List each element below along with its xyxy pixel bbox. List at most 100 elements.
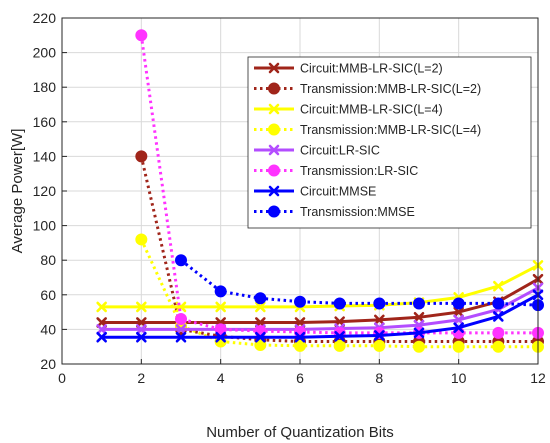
legend-item-circuit-mmb-lr-sic-l-4-marker (268, 103, 280, 115)
x-tick-label: 12 (530, 370, 546, 386)
legend-item-transmission-lr-sic: Transmission:LR-SIC (254, 164, 418, 178)
x-tick-labels: 0 2 4 6 8 10 12 (58, 370, 546, 386)
y-tick-label: 60 (40, 287, 56, 303)
legend-item-circuit-lr-sic: Circuit:LR-SIC (254, 144, 380, 158)
y-tick-label: 180 (33, 79, 57, 95)
legend-item-circuit-mmb-lr-sic-l-4-label: Circuit:MMB-LR-SIC(L=4) (300, 103, 443, 117)
series-transmission-mmb-lr-sic-l-4-point-marker (492, 340, 505, 353)
x-tick-label: 8 (375, 370, 383, 386)
series-transmission-mmb-lr-sic-l-4-point-marker (413, 340, 425, 353)
x-axis-label: Number of Quantization Bits (206, 424, 394, 441)
series-transmission-mmb-lr-sic-l-4-point-marker (373, 339, 386, 352)
legend-item-transmission-mmb-lr-sic-l-2-marker (268, 82, 280, 95)
series-transmission-mmb-lr-sic-l-4-point-marker (452, 340, 465, 353)
series-transmission-mmb-lr-sic-l-4-point-marker (254, 338, 267, 351)
series-circuit-mmb-lr-sic-l-4-line (101, 264, 539, 309)
y-tick-label: 40 (40, 321, 56, 337)
legend-item-transmission-mmse-marker (268, 205, 280, 218)
x-tick-label: 10 (451, 370, 467, 386)
series-circuit-lr-sic-point-marker (453, 314, 464, 326)
legend-item-transmission-mmb-lr-sic-l-2: Transmission:MMB-LR-SIC(L=2) (254, 82, 481, 96)
legend-item-transmission-mmb-lr-sic-l-4-label: Transmission:MMB-LR-SIC(L=4) (300, 123, 481, 137)
series-transmission-lr-sic-point-marker (175, 313, 187, 326)
legend-item-transmission-mmse-label: Transmission:MMSE (300, 205, 415, 219)
series-circuit-mmb-lr-sic-l-2-point-marker (413, 311, 425, 323)
y-tick-label: 140 (33, 148, 57, 164)
series-transmission-lr-sic-point-marker (214, 323, 227, 336)
series-transmission-lr-sic-point-marker (492, 326, 505, 339)
series-circuit-mmse (96, 289, 544, 343)
series-transmission-mmse-point-marker (254, 292, 267, 305)
series-transmission-mmb-lr-sic-l-4-point-marker (294, 339, 306, 352)
legend-item-transmission-lr-sic-label: Transmission:LR-SIC (300, 164, 418, 178)
series-transmission-mmse-point-marker (333, 297, 346, 310)
y-tick-labels: 20 40 60 80 100 120 140 160 180 200 220 (33, 10, 57, 372)
series-circuit-mmb-lr-sic-l-4-point-marker (136, 301, 147, 313)
series-circuit-mmse-point-marker (493, 311, 504, 322)
series-transmission-lr-sic-point-marker (135, 29, 148, 42)
y-tick-label: 220 (33, 10, 57, 26)
series-circuit-mmb-lr-sic-l-4-point-marker (96, 301, 107, 313)
series-transmission-mmse-point-marker (214, 285, 227, 298)
legend: Circuit:MMB-LR-SIC(L=2) Transmission:MMB-… (247, 56, 532, 229)
series-circuit-mmb-lr-sic-l-2-point-marker (374, 314, 385, 326)
y-tick-label: 200 (33, 45, 57, 61)
series-transmission-mmse-point-marker (492, 297, 505, 310)
legend-item-circuit-lr-sic-label: Circuit:LR-SIC (300, 144, 380, 158)
legend-item-circuit-mmse-label: Circuit:MMSE (300, 185, 376, 199)
series-transmission-mmb-lr-sic-l-2-point-marker (135, 150, 148, 163)
series-circuit-mmb-lr-sic-l-4-point-marker (493, 280, 504, 292)
x-tick-label: 6 (296, 370, 304, 386)
series-circuit-mmb-lr-sic-l-4-point-marker (255, 301, 266, 313)
legend-item-circuit-mmb-lr-sic-l-2-label: Circuit:MMB-LR-SIC(L=2) (300, 62, 443, 76)
legend-item-transmission-mmse: Transmission:MMSE (254, 205, 415, 219)
y-tick-label: 160 (33, 114, 57, 130)
series-circuit-mmse-point-marker (374, 330, 385, 341)
plot-frame (61, 17, 539, 365)
series-transmission-mmb-lr-sic-l-4-point-marker (333, 339, 346, 352)
series-transmission-mmse-point-marker (294, 295, 306, 308)
series-circuit-mmse-point-marker (334, 331, 345, 342)
series-circuit-mmse-point-marker (215, 331, 226, 343)
series-circuit-lr-sic-line (101, 286, 539, 331)
series-transmission-mmse-point-marker (413, 297, 425, 310)
legend-item-transmission-mmb-lr-sic-l-4-marker (268, 123, 280, 136)
legend-item-circuit-mmse: Circuit:MMSE (254, 185, 376, 199)
series-circuit-mmse-point-marker (136, 331, 147, 343)
series-circuit-lr-sic-point-marker (175, 324, 187, 335)
legend-item-circuit-lr-sic-marker (268, 144, 280, 156)
x-tick-label: 0 (58, 370, 66, 386)
legend-item-transmission-mmb-lr-sic-l-2-label: Transmission:MMB-LR-SIC(L=2) (300, 82, 481, 96)
series-circuit-mmse-point-marker (453, 322, 464, 333)
y-tick-label: 20 (40, 356, 56, 372)
legend-item-circuit-mmb-lr-sic-l-4: Circuit:MMB-LR-SIC(L=4) (254, 103, 443, 117)
series-circuit-lr-sic-point-marker (136, 324, 147, 335)
series-circuit-mmse-point-marker (294, 331, 306, 343)
y-tick-label: 80 (40, 252, 56, 268)
series-circuit-lr-sic-point-marker (96, 324, 107, 335)
legend-item-circuit-mmb-lr-sic-l-2-marker (268, 62, 280, 74)
series-transmission-mmse-point-marker (175, 254, 187, 267)
x-tick-label: 4 (217, 370, 225, 386)
series-circuit-mmse-point-marker (255, 331, 266, 343)
legend-item-transmission-mmb-lr-sic-l-4: Transmission:MMB-LR-SIC(L=4) (254, 123, 481, 137)
series-transmission-mmse-point-marker (373, 297, 386, 310)
x-tick-label: 2 (137, 370, 145, 386)
data-series (96, 29, 544, 353)
series-circuit-mmb-lr-sic-l-2-line (101, 277, 539, 324)
series-circuit-mmse-point-marker (175, 331, 187, 343)
series-transmission-mmb-lr-sic-l-4-point-marker (135, 233, 148, 246)
series-circuit-mmb-lr-sic-l-2-point-marker (453, 306, 464, 318)
series-transmission-mmse-point-marker (452, 297, 465, 310)
legend-item-circuit-mmb-lr-sic-l-2: Circuit:MMB-LR-SIC(L=2) (254, 62, 443, 76)
legend-item-transmission-lr-sic-marker (268, 164, 280, 177)
legend-item-circuit-mmse-marker (268, 185, 280, 197)
series-circuit-mmse-point-marker (413, 327, 425, 339)
y-tick-label: 120 (33, 183, 57, 199)
series-circuit-mmse-line (101, 293, 539, 339)
series-transmission-mmse (175, 254, 544, 312)
y-tick-label: 100 (33, 218, 57, 234)
series-circuit-mmb-lr-sic-l-4-point-marker (215, 301, 226, 313)
series-transmission-mmb-lr-sic-l-4 (135, 233, 544, 353)
series-transmission-lr-sic-line (139, 35, 538, 335)
